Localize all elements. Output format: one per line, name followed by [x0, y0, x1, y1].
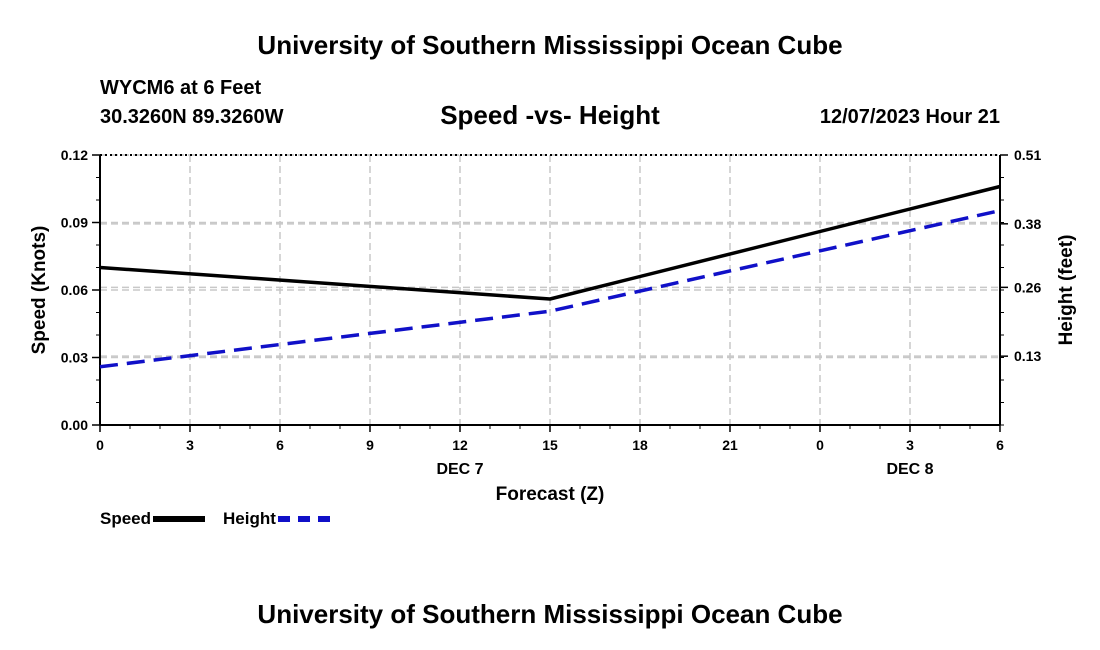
y-axis-title-right: Height (feet) — [1056, 235, 1077, 346]
x-tick-label: 12 — [452, 437, 468, 453]
y-tick-label-left: 0.06 — [61, 282, 88, 298]
footer-title: University of Southern Mississippi Ocean… — [257, 599, 843, 629]
x-tick-label: 0 — [816, 437, 824, 453]
x-axis-title: Forecast (Z) — [496, 484, 605, 505]
legend-item-height: Height — [223, 509, 330, 529]
x-tick-label: 21 — [722, 437, 738, 453]
legend-height-swatch — [277, 516, 330, 522]
x-tick-label: 6 — [276, 437, 284, 453]
x-tick-label: 3 — [186, 437, 194, 453]
legend-item-speed: Speed — [100, 509, 206, 529]
x-tick-label: 6 — [996, 437, 1004, 453]
y-tick-label-left: 0.12 — [61, 147, 88, 163]
series-line-height — [99, 208, 1001, 369]
y-tick-label-right: 0.13 — [1014, 348, 1041, 364]
legend-speed-swatch — [153, 516, 206, 522]
x-tick-label: 9 — [366, 437, 374, 453]
y-tick-label-right: 0.38 — [1014, 216, 1041, 232]
x-tick-label: 0 — [96, 437, 104, 453]
x-tick-label: 15 — [542, 437, 558, 453]
legend-speed-label: Speed — [100, 509, 152, 528]
y-tick-label-right: 0.51 — [1014, 147, 1041, 163]
forecast-datetime: 12/07/2023 Hour 21 — [819, 106, 1000, 128]
y-axis-title-left: Speed (Knots) — [29, 226, 50, 355]
x-tick-label: 3 — [906, 437, 914, 453]
y-tick-label-left: 0.00 — [61, 417, 88, 433]
x-tick-label: 18 — [632, 437, 648, 453]
legend-height-label: Height — [223, 509, 276, 528]
series-line-speed — [99, 184, 1001, 301]
y-tick-label-left: 0.09 — [61, 215, 88, 231]
date-label: DEC 7 — [436, 461, 483, 478]
chart-legend: Speed Height — [100, 509, 348, 529]
y-tick-label-left: 0.03 — [61, 350, 88, 366]
date-label: DEC 8 — [886, 461, 933, 478]
coordinates-label: 30.3260N 89.3260W — [100, 106, 284, 128]
y-tick-label-right: 0.26 — [1014, 279, 1041, 295]
chart-subtitle: Speed -vs- Height — [440, 100, 660, 130]
main-title: University of Southern Mississippi Ocean… — [257, 30, 843, 60]
station-label: WYCM6 at 6 Feet — [100, 77, 262, 99]
